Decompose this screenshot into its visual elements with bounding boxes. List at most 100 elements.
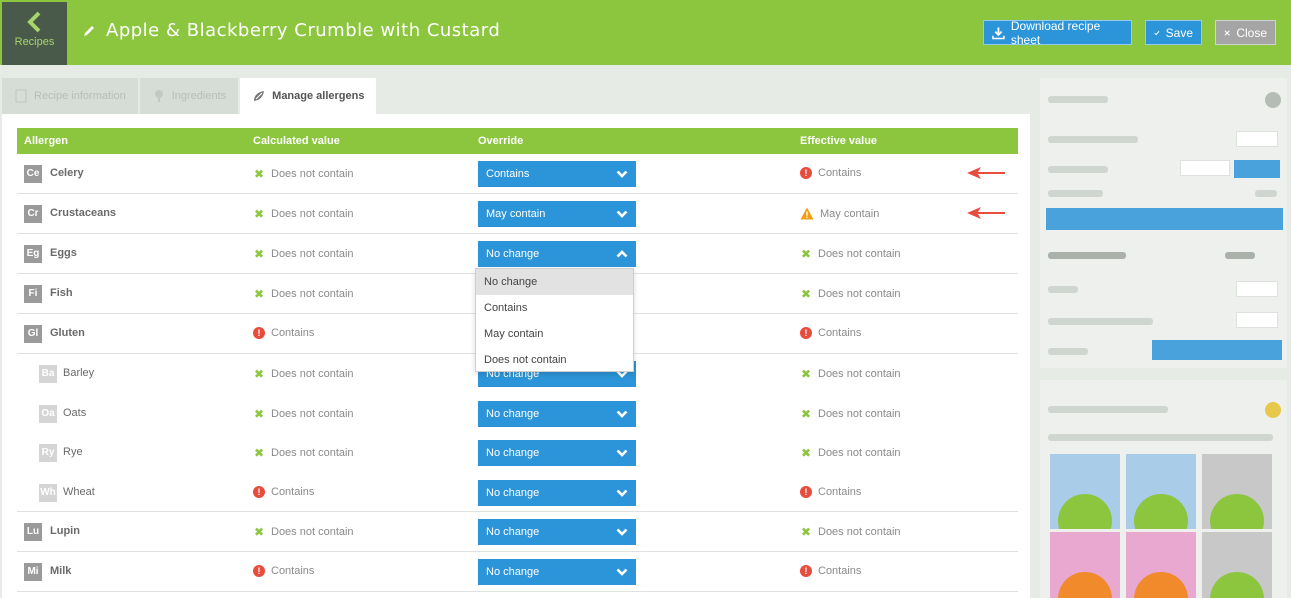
- calculated-value-text: Contains: [271, 565, 315, 577]
- cross-icon: ✖: [253, 406, 265, 421]
- settings-icon[interactable]: [1265, 92, 1281, 108]
- allergen-code-badge: Lu: [24, 523, 42, 541]
- calculated-value: ✖ Does not contain: [253, 207, 354, 221]
- table-row: Wh Wheat! Contains No change! Contains: [17, 473, 1018, 512]
- annotation-arrow-icon: [967, 167, 1005, 179]
- tab-ingredients[interactable]: Ingredients: [139, 78, 239, 114]
- alert-icon: !: [253, 485, 265, 498]
- allergen-code-badge: Oa: [39, 404, 57, 423]
- column-header-effective: Effective value: [800, 135, 878, 147]
- cross-icon: ✖: [253, 167, 265, 181]
- override-select-value: No change: [486, 407, 540, 420]
- table-row: Cr Crustaceans ✖ Does not contain May contai…: [17, 194, 1018, 234]
- ingredients-icon: [154, 90, 163, 102]
- table-row: Mi Milk! Contains No change! Contains: [17, 552, 1018, 592]
- effective-value: ✖ Does not contain: [800, 525, 901, 539]
- calculated-value: ! Contains: [253, 565, 314, 577]
- pencil-icon: [84, 25, 94, 36]
- chevron-left-icon: [26, 11, 40, 33]
- override-select[interactable]: No change: [478, 479, 636, 506]
- allergens-panel: Allergen Calculated value Override Effec…: [2, 114, 1030, 598]
- allergen-table-body: Ce Celery ✖ Does not contain Contains! Contai…: [17, 154, 1018, 592]
- effective-value-text: Does not contain: [818, 407, 901, 420]
- tab-label: Recipe information: [34, 90, 126, 102]
- cross-icon: ✖: [800, 287, 812, 301]
- effective-value: ✖ Does not contain: [800, 446, 901, 460]
- calculated-value: ✖ Does not contain: [253, 525, 354, 539]
- effective-value-text: Does not contain: [818, 288, 901, 300]
- download-label: Download recipe sheet: [1010, 18, 1101, 47]
- dropdown-option[interactable]: Does not contain: [484, 354, 567, 366]
- tab-manage-allergens[interactable]: Manage allergens: [240, 78, 377, 114]
- allergen-code-badge: Gl: [24, 325, 42, 343]
- allergen-name: Wheat: [63, 485, 95, 498]
- override-select[interactable]: No change: [478, 519, 636, 545]
- tab-recipe-information[interactable]: Recipe information: [2, 78, 138, 114]
- document-icon: [15, 89, 27, 103]
- allergen-code-badge: Wh: [39, 483, 57, 502]
- download-recipe-sheet-button[interactable]: Download recipe sheet: [983, 18, 1132, 47]
- override-select[interactable]: No change: [478, 241, 636, 267]
- cross-icon: ✖: [800, 525, 812, 539]
- override-select-value: May contain: [486, 208, 546, 220]
- dropdown-option[interactable]: No change: [476, 269, 633, 295]
- dropdown-option[interactable]: May contain: [484, 328, 544, 340]
- effective-value-text: Does not contain: [818, 447, 901, 459]
- override-select[interactable]: Contains: [478, 161, 636, 187]
- calculated-value-text: Does not contain: [271, 407, 354, 420]
- close-icon: [1224, 29, 1230, 36]
- calculated-value: ✖ Does not contain: [253, 247, 354, 261]
- override-select[interactable]: No change: [478, 559, 636, 585]
- allergen-code-badge: Ce: [24, 165, 42, 183]
- allergen-name: Barley: [63, 367, 95, 379]
- effective-value: ! Contains: [800, 327, 861, 339]
- calculated-value-text: Contains: [271, 485, 315, 498]
- allergens-icon: [254, 91, 265, 101]
- alert-icon: !: [800, 327, 812, 339]
- chevron-down-icon: [616, 449, 628, 457]
- tab-bar: Recipe information Ingredients Manage al…: [2, 78, 378, 114]
- allergen-name: Celery: [50, 167, 84, 179]
- allergen-code-badge: Ry: [39, 444, 57, 462]
- chevron-down-icon: [616, 528, 628, 536]
- table-header: Allergen Calculated value Override Effec…: [17, 128, 1018, 154]
- override-select[interactable]: No change: [478, 440, 636, 466]
- calculated-value-text: Contains: [271, 327, 315, 339]
- override-select[interactable]: May contain: [478, 201, 636, 227]
- table-row: Ry Rye ✖ Does not contain No change ✖ Does not…: [17, 433, 1018, 473]
- cross-icon: ✖: [253, 247, 265, 261]
- effective-value-text: May contain: [820, 207, 880, 220]
- calculated-value-text: Does not contain: [271, 526, 354, 538]
- page-title-area: Apple & Blackberry Crumble with Custard: [82, 20, 500, 41]
- cross-icon: ✖: [800, 406, 812, 421]
- allergen-code-badge: Ba: [39, 365, 57, 383]
- nutrition-panel: [1040, 380, 1287, 598]
- calculated-value: ✖ Does not contain: [253, 167, 354, 181]
- cross-icon: ✖: [800, 367, 812, 381]
- cross-icon: ✖: [253, 446, 265, 460]
- cross-icon: ✖: [800, 446, 812, 460]
- alert-icon: !: [253, 327, 265, 339]
- effective-value: ! Contains: [800, 167, 861, 179]
- override-select-value: No change: [486, 447, 540, 459]
- cross-icon: ✖: [253, 207, 265, 221]
- effective-value-text: Contains: [818, 485, 862, 498]
- save-button[interactable]: Save: [1145, 20, 1202, 45]
- back-to-recipes-button[interactable]: Recipes: [2, 2, 67, 65]
- save-label: Save: [1165, 25, 1193, 40]
- portions-panel: [1040, 78, 1287, 368]
- calculated-value-text: Does not contain: [271, 368, 354, 380]
- chevron-down-icon: [616, 210, 628, 218]
- allergen-name: Eggs: [50, 247, 77, 259]
- dropdown-option[interactable]: Contains: [484, 302, 528, 314]
- chevron-up-icon: [616, 250, 628, 258]
- table-row: Lu Lupin ✖ Does not contain No change ✖ Does n…: [17, 512, 1018, 552]
- chevron-down-icon: [616, 370, 628, 378]
- effective-value: ✖ Does not contain: [800, 407, 901, 421]
- chevron-down-icon: [616, 568, 628, 576]
- calculated-value-text: Does not contain: [271, 168, 354, 180]
- override-select[interactable]: No change: [478, 400, 636, 427]
- info-icon[interactable]: [1265, 402, 1281, 418]
- override-select-value: Contains: [486, 168, 530, 180]
- close-button[interactable]: Close: [1215, 20, 1276, 45]
